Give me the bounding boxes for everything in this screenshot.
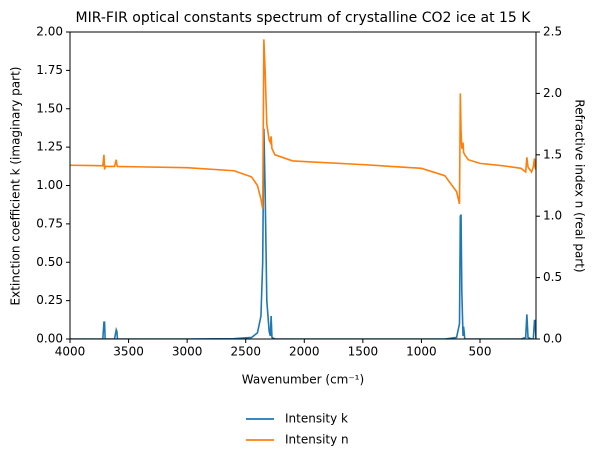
x-tick-label: 1000	[406, 345, 437, 359]
x-tick-label: 3500	[113, 345, 144, 359]
y2-tick-label: 0.5	[543, 270, 562, 284]
y2-tick-label: 1.5	[543, 147, 562, 161]
y2-tick-label: 2.5	[543, 25, 562, 39]
x-tick-label: 500	[469, 345, 492, 359]
y2-axis-label: Refractive index n (real part)	[573, 99, 587, 272]
y-tick-label: 2.00	[36, 25, 63, 39]
y2-tick-label: 1.0	[543, 209, 562, 223]
legend-label: Intensity k	[285, 412, 348, 426]
x-tick-label: 2000	[289, 345, 320, 359]
y-tick-label: 1.75	[36, 63, 63, 77]
x-tick-label: 1500	[348, 345, 379, 359]
legend-label: Intensity n	[285, 433, 349, 447]
y-tick-label: 1.25	[36, 140, 63, 154]
x-tick-label: 4000	[55, 345, 86, 359]
chart-title: MIR-FIR optical constants spectrum of cr…	[76, 10, 532, 26]
y-tick-label: 0.50	[36, 255, 63, 269]
x-axis-label: Wavenumber (cm⁻¹)	[242, 373, 364, 387]
y-tick-label: 1.50	[36, 101, 63, 115]
y-tick-label: 0.75	[36, 216, 63, 230]
data-line	[70, 128, 536, 339]
data-line	[70, 39, 536, 209]
x-tick-label: 2500	[230, 345, 261, 359]
y-tick-label: 1.00	[36, 178, 63, 192]
y-tick-label: 0.00	[36, 332, 63, 346]
y-tick-label: 0.25	[36, 293, 63, 307]
y2-tick-label: 0.0	[543, 332, 562, 346]
y2-tick-label: 2.0	[543, 86, 562, 100]
y-axis-label: Extinction coefficient k (imaginary part…	[9, 67, 23, 306]
x-tick-label: 3000	[172, 345, 203, 359]
plot-frame	[69, 31, 537, 340]
